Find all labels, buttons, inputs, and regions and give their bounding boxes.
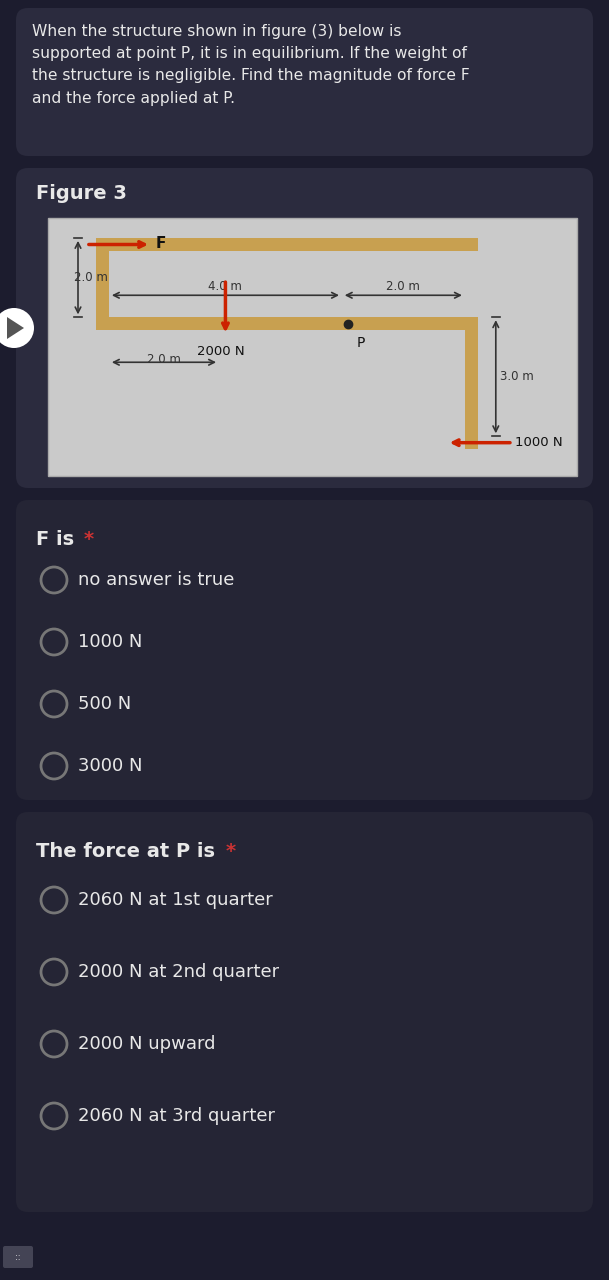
Bar [48,218,577,476]
Text: 2.0 m: 2.0 m [74,271,108,284]
Text: 3000 N: 3000 N [78,756,143,774]
Text: no answer is true: no answer is true [78,571,234,589]
Text: 4.0 m: 4.0 m [208,280,242,293]
Text: 2.0 m: 2.0 m [386,280,420,293]
Text: P: P [356,335,365,349]
FancyBboxPatch shape [16,812,593,1212]
Text: When the structure shown in figure (3) below is
supported at point P, it is in e: When the structure shown in figure (3) b… [32,24,470,105]
Bar [465,317,478,449]
Text: 1000 N: 1000 N [515,436,563,449]
FancyBboxPatch shape [3,1245,33,1268]
FancyBboxPatch shape [16,8,593,156]
Bar [96,238,109,330]
Text: 2060 N at 3rd quarter: 2060 N at 3rd quarter [78,1107,275,1125]
Text: 2060 N at 1st quarter: 2060 N at 1st quarter [78,891,273,909]
Text: 500 N: 500 N [78,695,132,713]
FancyBboxPatch shape [16,500,593,800]
Text: The force at P is: The force at P is [36,842,222,861]
Text: *: * [84,530,94,549]
Bar [96,317,478,330]
FancyBboxPatch shape [16,168,593,488]
Text: 3.0 m: 3.0 m [500,370,533,383]
Text: F is: F is [36,530,81,549]
Text: 1000 N: 1000 N [78,634,143,652]
Text: 2000 N at 2nd quarter: 2000 N at 2nd quarter [78,963,279,980]
Text: *: * [226,842,236,861]
Text: 2000 N: 2000 N [197,346,244,358]
Text: Figure 3: Figure 3 [36,184,127,204]
Text: 2000 N upward: 2000 N upward [78,1036,216,1053]
Polygon shape [7,317,24,339]
Text: 2.0 m: 2.0 m [147,353,181,366]
Text: ::: :: [15,1253,21,1262]
Text: F: F [156,236,166,251]
Bar [96,238,478,251]
Circle shape [0,308,34,348]
